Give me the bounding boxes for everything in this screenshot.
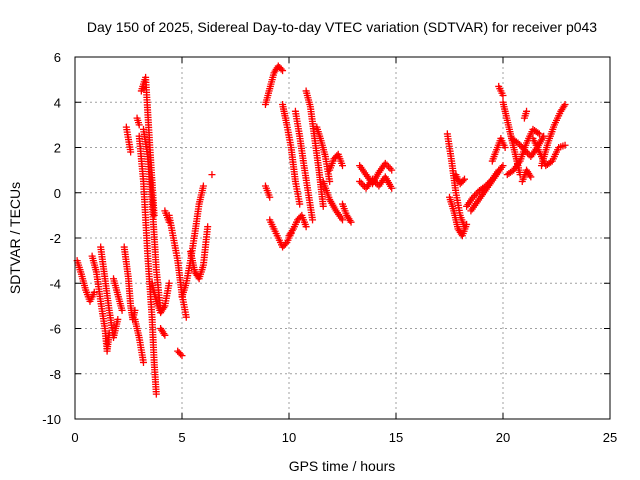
data-point <box>161 331 169 339</box>
data-point <box>165 218 173 226</box>
data-point <box>463 220 471 228</box>
data-point <box>347 218 355 226</box>
data-point <box>561 101 569 109</box>
data-point <box>127 148 135 156</box>
data-point <box>339 162 346 170</box>
y-tick-label: 6 <box>54 50 61 65</box>
x-axis-label: GPS time / hours <box>289 458 396 474</box>
data-point <box>540 132 548 140</box>
data-point <box>357 179 365 187</box>
data-point <box>527 173 535 181</box>
data-point <box>561 141 569 149</box>
x-tick-label: 5 <box>178 430 185 445</box>
data-point <box>266 193 274 201</box>
data-point <box>499 91 507 99</box>
data-point <box>459 177 467 185</box>
y-tick-label: 2 <box>54 141 61 156</box>
data-point <box>165 279 173 287</box>
data-point <box>319 202 327 210</box>
data-point <box>152 390 160 398</box>
data-point <box>296 200 304 208</box>
y-tick-label: -6 <box>49 322 61 337</box>
data-point <box>388 184 396 192</box>
data-point <box>135 121 143 129</box>
data-point <box>279 67 287 75</box>
data-point <box>534 129 542 137</box>
y-tick-label: -10 <box>42 412 61 427</box>
x-tick-label: 10 <box>282 430 296 445</box>
y-tick-label: -2 <box>49 231 61 246</box>
data-point <box>460 175 468 183</box>
data-point <box>356 177 364 185</box>
data-point <box>204 223 212 231</box>
data-point <box>118 306 126 314</box>
data-point <box>131 306 139 314</box>
data-point <box>501 144 509 151</box>
x-tick-label: 0 <box>71 430 78 445</box>
y-axis-label: SDTVAR / TECUs <box>7 182 23 294</box>
data-point <box>177 350 185 358</box>
data-point <box>199 182 207 190</box>
data-point <box>114 315 122 323</box>
y-tick-label: 4 <box>54 95 61 110</box>
data-point <box>182 313 190 321</box>
data-point <box>90 288 98 296</box>
data-point <box>178 352 186 360</box>
data-point <box>388 166 396 174</box>
data-point <box>281 240 289 248</box>
x-tick-label: 15 <box>389 430 403 445</box>
data-point <box>499 162 507 170</box>
y-tick-label: -4 <box>49 276 61 291</box>
data-point <box>386 164 394 172</box>
data-point <box>523 107 531 115</box>
y-tick-label: -8 <box>49 367 61 382</box>
data-markers <box>73 62 569 398</box>
data-point <box>139 358 147 366</box>
data-point <box>535 130 543 138</box>
data-point <box>208 171 216 179</box>
x-tick-label: 20 <box>496 430 510 445</box>
data-point <box>150 211 158 219</box>
axis-ticks: 0 5 10 15 20 25 -10 -8 -6 -4 -2 0 2 4 6 <box>42 50 617 445</box>
chart-title: Day 150 of 2025, Sidereal Day-to-day VTE… <box>87 19 597 35</box>
data-point <box>309 216 317 224</box>
data-point <box>339 216 346 224</box>
data-point <box>326 177 334 185</box>
x-tick-label: 25 <box>603 430 617 445</box>
data-point <box>277 65 285 73</box>
data-point <box>385 163 393 171</box>
data-point <box>302 223 310 231</box>
y-tick-label: 0 <box>54 186 61 201</box>
